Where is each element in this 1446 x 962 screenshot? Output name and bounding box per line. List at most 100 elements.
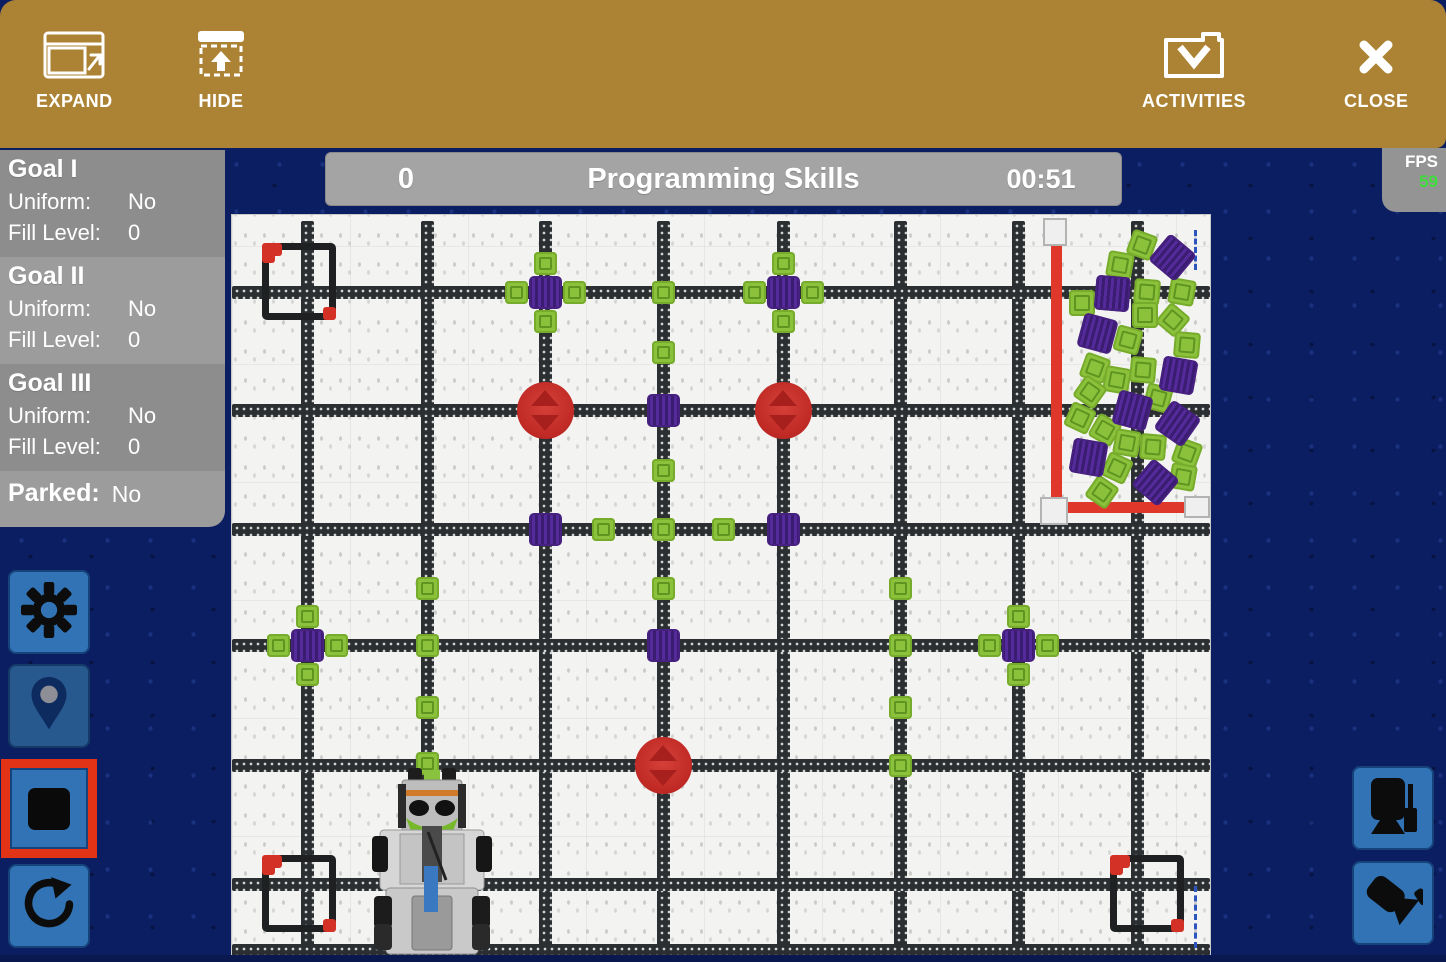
expand-button[interactable]: EXPAND (30, 16, 119, 113)
green-block (772, 310, 795, 333)
robot-view-icon (1365, 776, 1421, 841)
hide-label: HIDE (198, 91, 244, 111)
stop-button[interactable] (10, 768, 88, 849)
red-ball (517, 382, 574, 439)
reset-button[interactable] (8, 864, 90, 948)
purple-block (529, 276, 562, 309)
corner-mark (323, 307, 336, 320)
green-block (534, 310, 557, 333)
activities-label: ACTIVITIES (1142, 91, 1247, 111)
goal-3-uniform-label: Uniform: (8, 403, 92, 428)
green-block (1007, 663, 1030, 686)
pile-green-block (1172, 330, 1202, 360)
match-title: Programming Skills (587, 162, 860, 195)
green-block (652, 577, 675, 600)
green-block (652, 281, 675, 304)
stop-button-highlight (1, 759, 97, 858)
goal-1-fill-label: Fill Level: (8, 220, 101, 245)
goal-status-panel: Goal I Uniform: No Fill Level: 0 Goal II U… (0, 150, 225, 527)
purple-block (1002, 629, 1035, 662)
red-ball (755, 382, 812, 439)
hide-icon (196, 17, 246, 79)
corner-goal-structure (262, 855, 336, 932)
purple-block (647, 394, 680, 427)
green-block (416, 752, 439, 775)
green-block (712, 518, 735, 541)
robot (372, 768, 492, 955)
blue-dashed-marker (1194, 230, 1197, 270)
pile-purple-block (1093, 274, 1132, 313)
green-block (325, 634, 348, 657)
red-zone-cap (1040, 497, 1068, 525)
green-block (772, 252, 795, 275)
parked-section: Parked: No (0, 471, 225, 527)
purple-block (767, 513, 800, 546)
bottom-edge (0, 955, 1446, 962)
field-beam-h (232, 639, 1210, 652)
green-block (505, 281, 528, 304)
top-toolbar: EXPAND HIDE ACTIVITIES (0, 0, 1446, 148)
expand-label: EXPAND (36, 91, 113, 111)
field-beam-h (232, 759, 1210, 772)
settings-button[interactable] (8, 570, 90, 654)
field-beam-v (1012, 221, 1025, 949)
fps-label: FPS (1404, 152, 1438, 171)
green-block (534, 252, 557, 275)
goal-3-fill-value: 0 (128, 434, 141, 459)
goal-2-uniform-label: Uniform: (8, 296, 92, 321)
green-block (563, 281, 586, 304)
goal-1-section: Goal I Uniform: No Fill Level: 0 (0, 150, 225, 257)
pile-green-block (1069, 290, 1095, 316)
pile-purple-block (1068, 437, 1109, 478)
green-block (416, 577, 439, 600)
close-icon (1354, 17, 1398, 79)
goal-1-uniform-label: Uniform: (8, 189, 92, 214)
field-beam-h (232, 404, 1210, 417)
fps-indicator: FPS 59 (1382, 148, 1446, 212)
camera-icon (1363, 871, 1430, 936)
field-beam-h (232, 944, 1210, 955)
hide-button[interactable]: HIDE (190, 16, 252, 113)
green-block (296, 605, 319, 628)
camera-view-button[interactable] (1352, 861, 1434, 945)
activities-button[interactable]: ACTIVITIES (1136, 16, 1252, 113)
parked-label: Parked: (8, 479, 100, 507)
close-label: CLOSE (1344, 91, 1409, 111)
green-block (1036, 634, 1059, 657)
goal-3-section: Goal III Uniform: No Fill Level: 0 (0, 364, 225, 471)
blue-dashed-marker (1194, 886, 1197, 948)
goal-3-uniform-value: No (128, 403, 157, 428)
green-block (889, 634, 912, 657)
purple-block (767, 276, 800, 309)
match-timer: 00:51 (1006, 163, 1076, 194)
green-block (1007, 605, 1030, 628)
expand-icon (43, 17, 105, 79)
score-value: 0 (397, 162, 415, 195)
goal-2-name: Goal II (8, 262, 85, 290)
fps-value: 59 (1419, 172, 1438, 191)
goal-3-fill-label: Fill Level: (8, 434, 101, 459)
red-zone-cap (1184, 496, 1210, 518)
red-zone-bar (1051, 502, 1210, 513)
close-button[interactable]: CLOSE (1338, 16, 1415, 113)
scoreboard: 0 Programming Skills 00:51 (325, 152, 1122, 206)
pile-green-block (1132, 302, 1158, 328)
location-button[interactable] (8, 664, 90, 748)
green-block (889, 577, 912, 600)
field-beam-h (232, 286, 1210, 299)
green-block (296, 663, 319, 686)
pile-green-block (1128, 355, 1158, 385)
reset-icon (21, 876, 77, 937)
activities-icon (1163, 17, 1225, 79)
corner-mark (1110, 862, 1123, 875)
corner-mark (1171, 919, 1184, 932)
corner-goal-structure (262, 243, 336, 320)
purple-block (647, 629, 680, 662)
robot-view-button[interactable] (1352, 766, 1434, 850)
red-zone-bar (1051, 222, 1062, 514)
goal-1-name: Goal I (8, 155, 78, 183)
green-block (416, 634, 439, 657)
green-block (743, 281, 766, 304)
goal-2-section: Goal II Uniform: No Fill Level: 0 (0, 257, 225, 364)
field-canvas (232, 215, 1210, 955)
